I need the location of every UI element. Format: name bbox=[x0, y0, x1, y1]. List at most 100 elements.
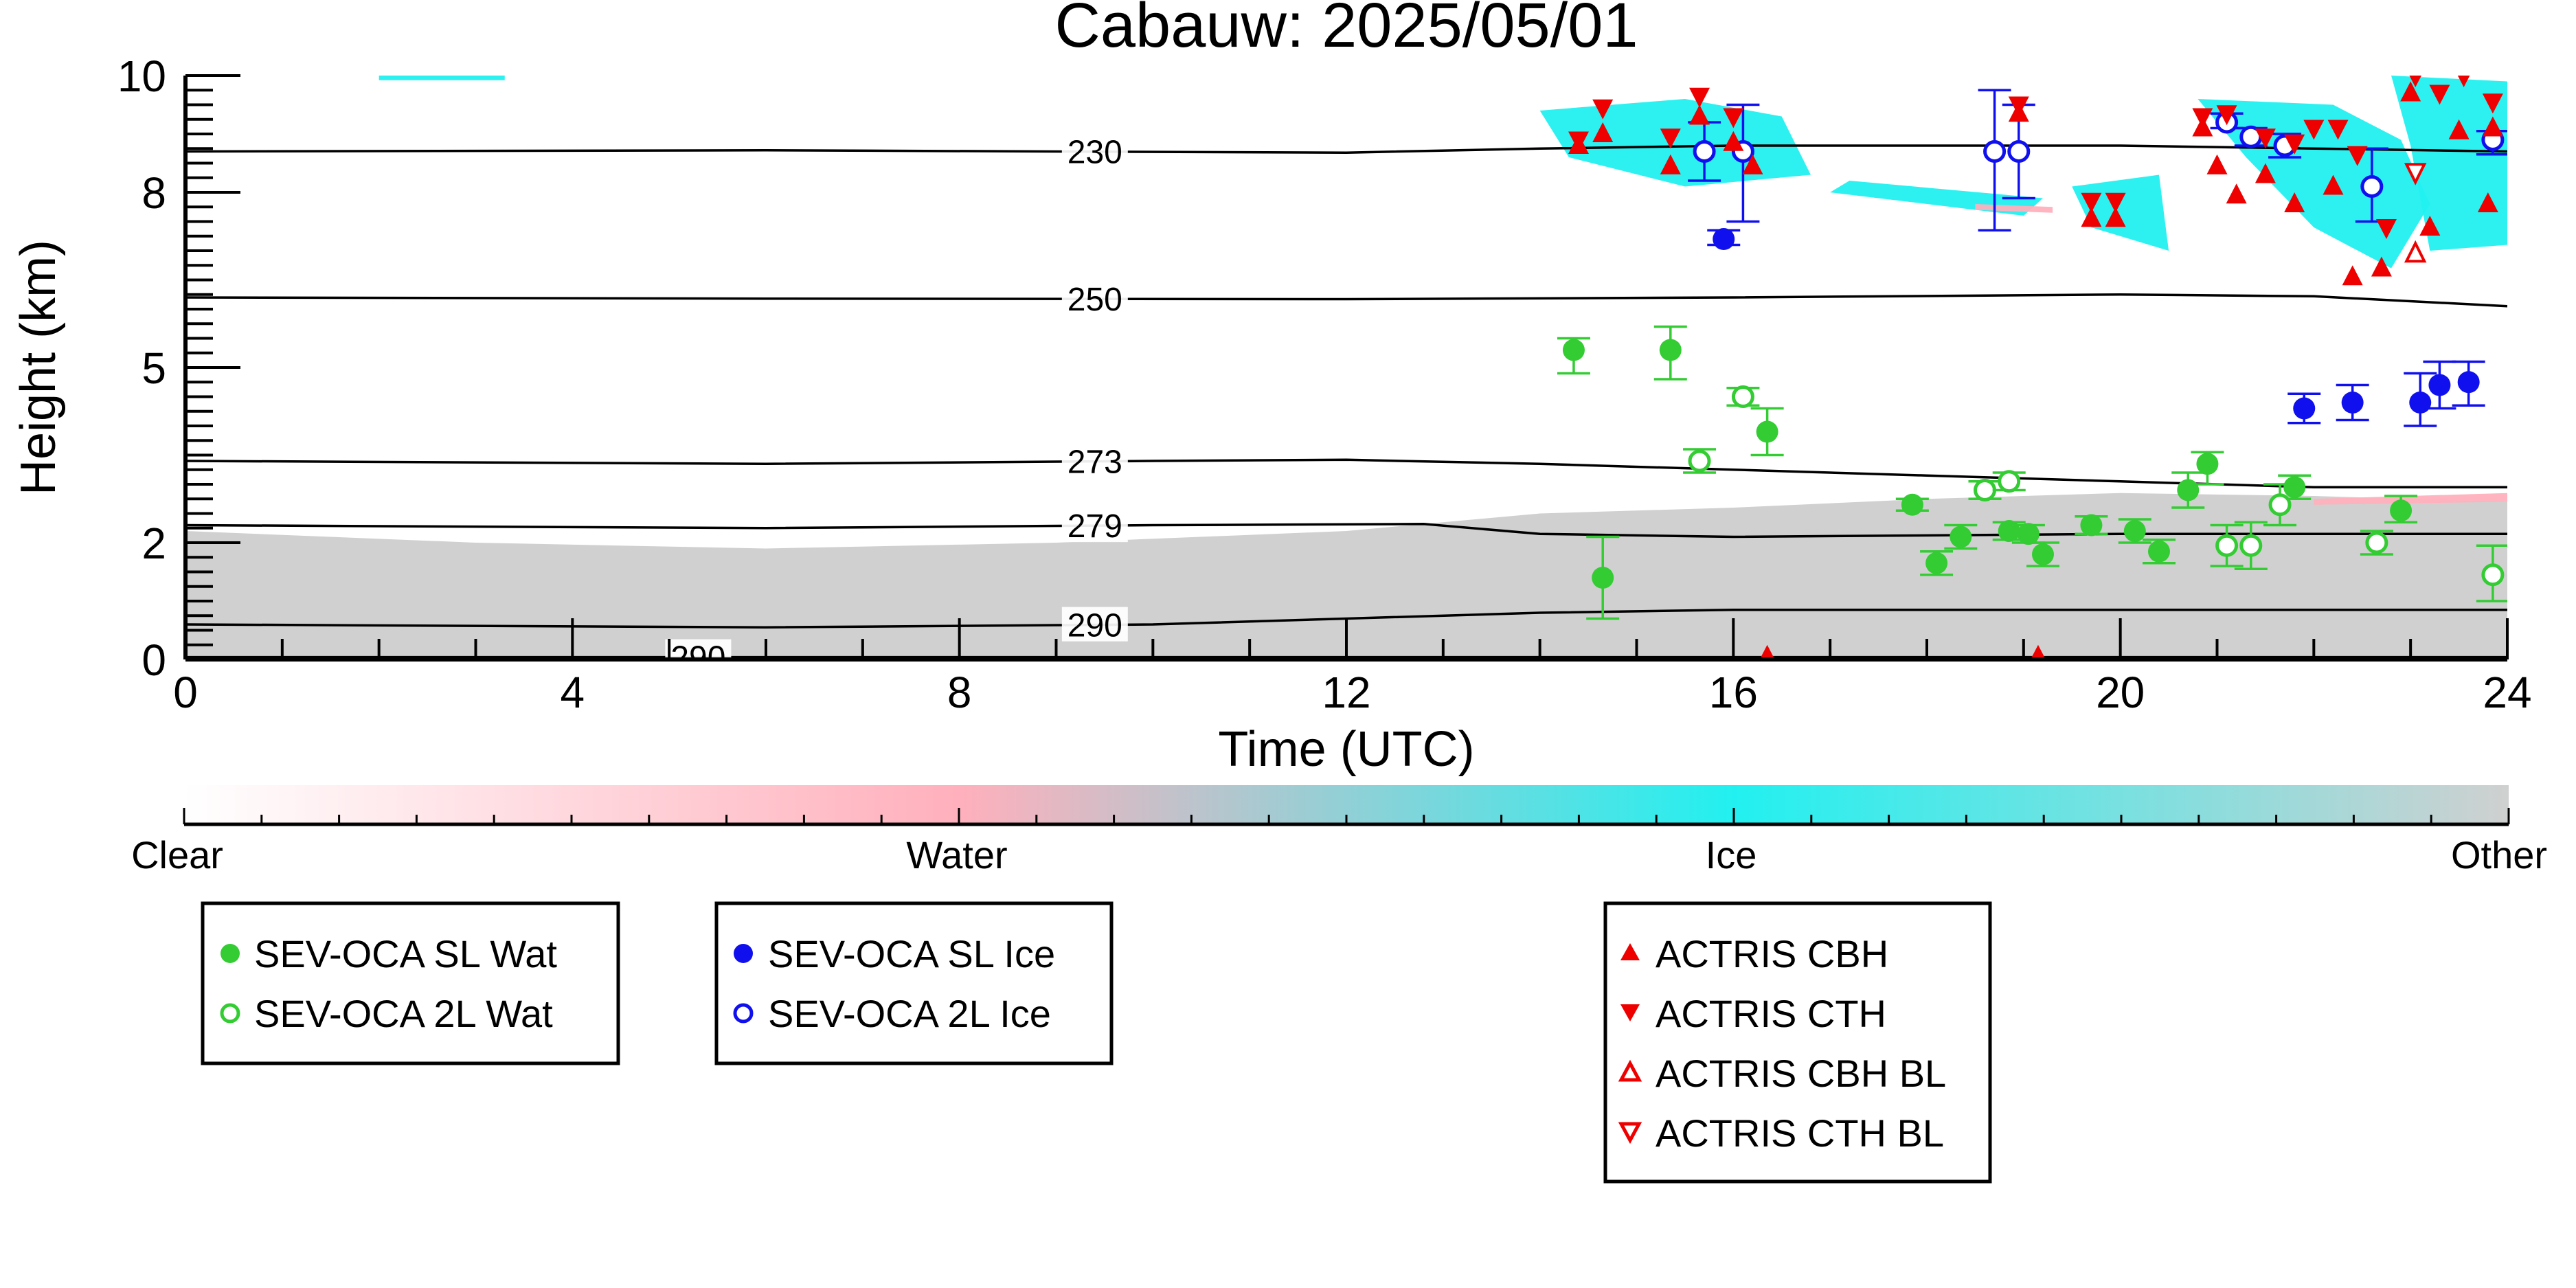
x-tick-label: 0 bbox=[173, 668, 198, 717]
x-tick-label: 16 bbox=[1709, 668, 1758, 717]
y-tick-label: 10 bbox=[117, 52, 166, 101]
marker-actris-cth bbox=[2081, 192, 2102, 213]
marker-actris-cbh bbox=[1689, 104, 1710, 125]
y-axis-label: Height (km) bbox=[11, 240, 66, 495]
cloud-regions bbox=[185, 76, 2507, 659]
x-tick-label: 8 bbox=[947, 668, 972, 717]
legend-label: ACTRIS CTH bbox=[1656, 992, 1886, 1035]
marker-actris-cth bbox=[2008, 96, 2029, 117]
region-ice bbox=[379, 76, 505, 80]
colorbar-label-ice: Ice bbox=[1706, 833, 1757, 877]
marker-sev-oca-sl-ice bbox=[1713, 228, 1735, 250]
marker-sev-oca-2l-ice bbox=[1983, 140, 2007, 163]
legend-label: ACTRIS CBH BL bbox=[1656, 1052, 1946, 1095]
isotherm-label: 290 bbox=[1067, 608, 1122, 644]
legend-label: ACTRIS CTH BL bbox=[1656, 1111, 1944, 1155]
isotherm-line bbox=[185, 144, 2507, 154]
marker-actris-cbh bbox=[1592, 122, 1614, 142]
isotherm-label: 279 bbox=[1067, 508, 1122, 545]
legend-marker-sl-ice-icon bbox=[734, 944, 753, 963]
legend-label: SEV-OCA SL Ice bbox=[768, 932, 1055, 975]
marker-sev-oca-sl-wat bbox=[1950, 526, 1972, 548]
marker-actris-cbh bbox=[2284, 192, 2305, 212]
marker-actris-cbh bbox=[2371, 256, 2392, 277]
colorbar-label-water: Water bbox=[906, 833, 1007, 877]
marker-actris-cbh bbox=[1660, 154, 1681, 174]
marker-sev-oca-sl-wat bbox=[2177, 479, 2200, 501]
legend-marker-2l-wat-icon bbox=[220, 1003, 240, 1024]
marker-actris-cth bbox=[2429, 84, 2450, 105]
isotherm-label: 250 bbox=[1067, 282, 1122, 318]
marker-sev-oca-sl-ice bbox=[2341, 392, 2364, 414]
x-tick-label: 4 bbox=[561, 668, 585, 717]
legend-marker-cbh-icon bbox=[1620, 943, 1640, 960]
marker-sev-oca-sl-wat bbox=[1925, 552, 1948, 574]
legend-marker-cbh-bl-icon bbox=[1618, 1059, 1642, 1082]
marker-sev-oca-2l-wat bbox=[2215, 534, 2239, 557]
marker-actris-cth bbox=[2457, 76, 2470, 87]
marker-actris-cth bbox=[2255, 128, 2276, 149]
marker-sev-oca-2l-ice bbox=[2360, 175, 2384, 198]
marker-sev-oca-2l-ice bbox=[2007, 140, 2031, 163]
marker-actris-cbh bbox=[2482, 116, 2503, 137]
marker-actris-cbh bbox=[2323, 174, 2344, 195]
isotherm-label-bg bbox=[1061, 443, 1128, 478]
marker-sev-oca-2l-wat bbox=[1688, 449, 1711, 473]
marker-sev-oca-sl-wat bbox=[2283, 476, 2306, 499]
isotherm-label-bg bbox=[1061, 133, 1128, 168]
legend-label: SEV-OCA SL Wat bbox=[254, 932, 557, 975]
legend-marker-sl-wat-icon bbox=[221, 944, 240, 963]
isotherm-label-bg bbox=[1061, 508, 1128, 543]
marker-actris-cth bbox=[2105, 192, 2126, 213]
marker-actris-cbh bbox=[1759, 644, 1775, 659]
isotherm-line bbox=[185, 458, 2507, 488]
marker-actris-cbh bbox=[2081, 207, 2102, 227]
marker-sev-oca-sl-wat bbox=[2080, 514, 2103, 536]
region-ice bbox=[2391, 76, 2507, 251]
marker-actris-cth bbox=[2482, 93, 2503, 114]
marker-actris-cbh bbox=[1723, 131, 1744, 151]
marker-sev-oca-2l-wat bbox=[2239, 534, 2263, 557]
marker-actris-cth bbox=[1592, 99, 1614, 120]
legend-actris: ACTRIS CBH ACTRIS CTH ACTRIS CBH BL ACTR… bbox=[1603, 901, 1992, 1184]
marker-sev-oca-sl-wat bbox=[1998, 520, 2020, 542]
marker-sev-oca-2l-wat bbox=[2268, 493, 2292, 517]
marker-actris-cbh bbox=[2255, 163, 2276, 183]
chart-title: Cabauw: 2025/05/01 bbox=[1054, 0, 1638, 60]
legend-marker-cth-bl-icon bbox=[1618, 1122, 1642, 1144]
marker-actris-cbh bbox=[2448, 119, 2470, 139]
marker-sev-oca-sl-wat bbox=[1756, 420, 1778, 443]
marker-sev-oca-2l-wat bbox=[2365, 531, 2388, 554]
y-tick-label: 5 bbox=[142, 343, 166, 393]
axes: 0 4 8 12 16 20 24 0 2 5 8 10 bbox=[117, 52, 2532, 717]
y-tick-label: 2 bbox=[142, 519, 166, 568]
isotherm-label: 230 bbox=[1067, 135, 1122, 171]
legend-marker-2l-ice-icon bbox=[733, 1003, 754, 1024]
marker-sev-oca-sl-wat bbox=[2148, 540, 2170, 563]
marker-actris-cth bbox=[1568, 131, 1589, 152]
marker-actris-cbh bbox=[2226, 183, 2247, 204]
x-axis-label: Time (UTC) bbox=[1218, 722, 1474, 777]
marker-sev-oca-2l-wat bbox=[1974, 479, 1996, 501]
marker-sev-oca-sl-ice bbox=[2409, 392, 2432, 414]
marker-sev-oca-sl-wat bbox=[2017, 523, 2040, 545]
marker-sev-oca-sl-wat bbox=[2390, 499, 2413, 522]
marker-actris-cbh bbox=[1742, 154, 1763, 174]
marker-actris-cbh bbox=[2419, 216, 2441, 236]
marker-actris-cth bbox=[2327, 120, 2349, 140]
legend-label: SEV-OCA 2L Ice bbox=[768, 992, 1051, 1035]
marker-actris-cth bbox=[2409, 76, 2422, 87]
marker-actris-cth bbox=[2375, 219, 2397, 239]
marker-sev-oca-2l-wat bbox=[1998, 470, 2021, 493]
marker-sev-oca-sl-wat bbox=[1592, 567, 1614, 589]
plot-area: 230 250 273 279 290 290 bbox=[185, 76, 2507, 659]
legend-label: ACTRIS CBH bbox=[1656, 932, 1888, 975]
x-tick-label: 12 bbox=[1322, 668, 1370, 717]
marker-sev-oca-sl-wat bbox=[2123, 520, 2146, 542]
legend-water: SEV-OCA SL Wat SEV-OCA 2L Wat bbox=[201, 901, 620, 1065]
marker-actris-cbh bbox=[2477, 192, 2498, 212]
marker-sev-oca-sl-ice bbox=[2457, 371, 2480, 394]
marker-sev-oca-sl-wat bbox=[1562, 339, 1585, 361]
marker-actris-cth bbox=[2284, 134, 2305, 155]
data-markers bbox=[1557, 76, 2507, 659]
